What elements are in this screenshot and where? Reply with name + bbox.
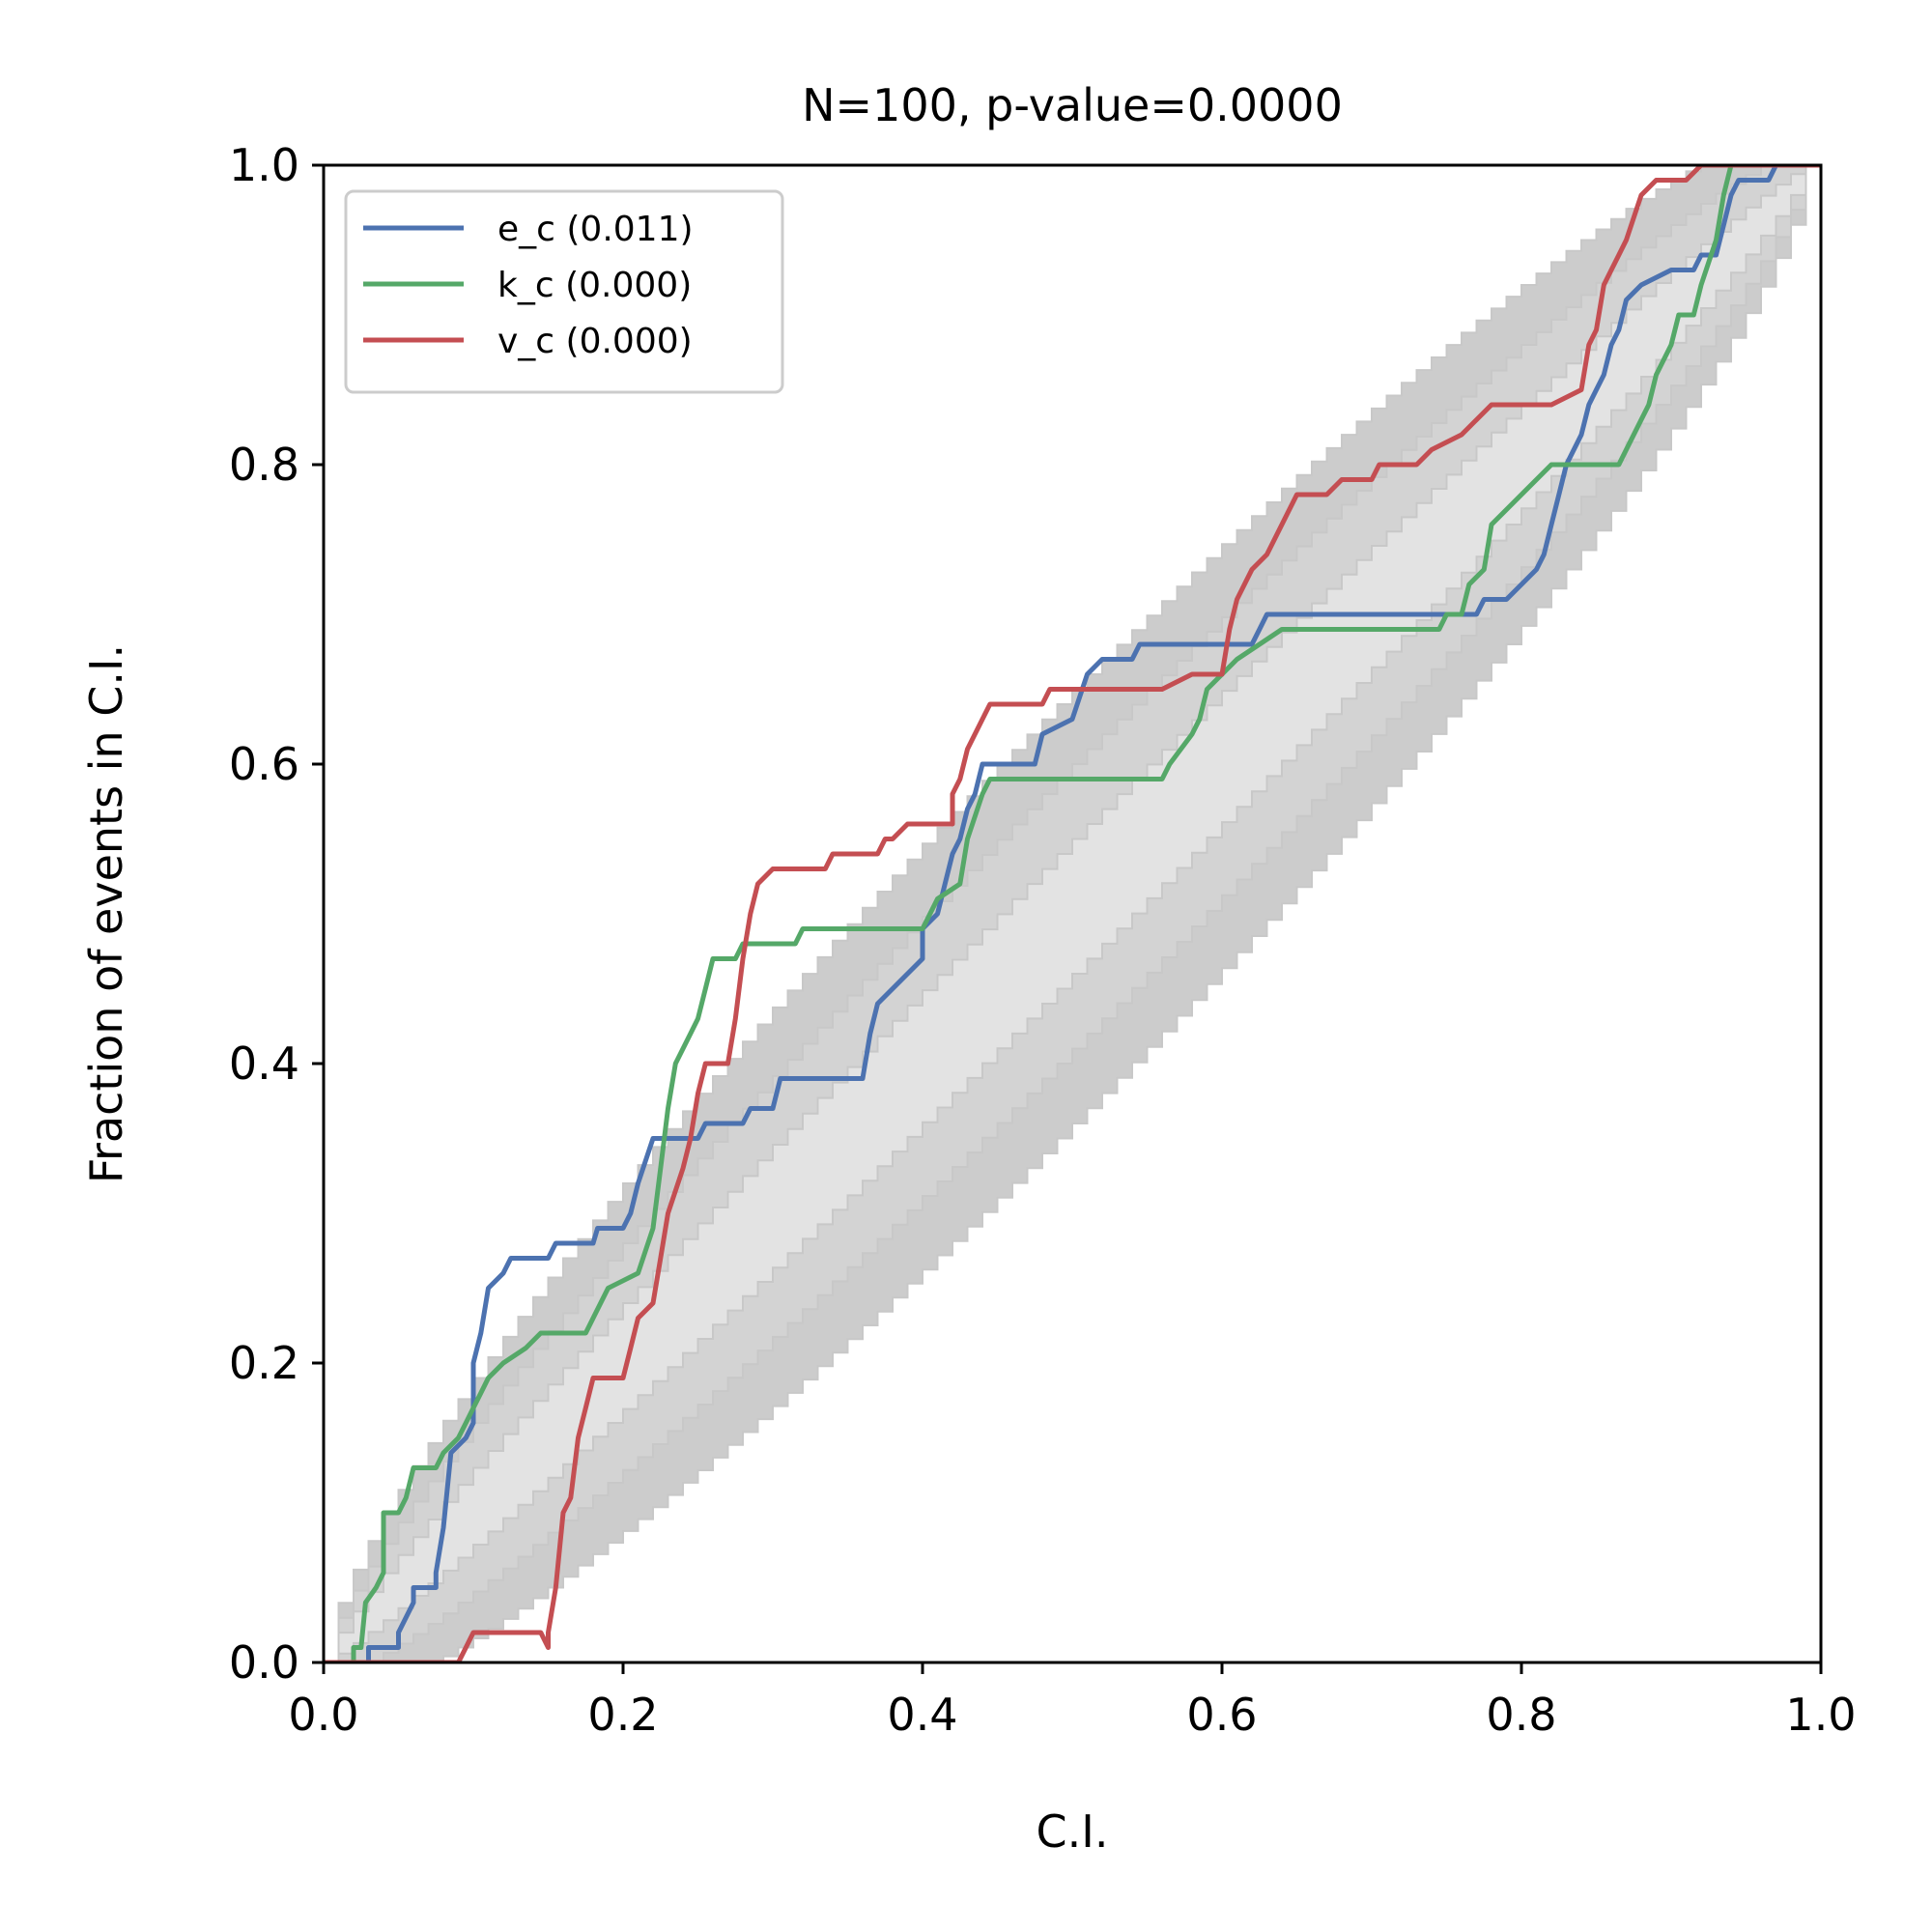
legend: e_c (0.011) k_c (0.000) v_c (0.000) [344,189,784,394]
series-line [324,165,1821,1662]
plot-frame [322,163,1823,1664]
x-tick-label: 0.2 [587,1689,658,1741]
series-line [324,165,1821,1662]
y-tick-label: 1.0 [229,139,299,191]
x-tick-label: 1.0 [1785,1689,1856,1741]
series-lines [324,165,1821,1662]
y-tick-label: 0.8 [229,439,299,491]
chart-title: N=100, p-value=0.0000 [802,79,1343,131]
series-line [324,165,1821,1662]
y-tick-label: 0.6 [229,738,299,790]
x-axis: 0.0 0.2 0.4 0.6 0.8 1.0 [288,1662,1857,1741]
legend-entry: v_c (0.000) [497,322,693,361]
x-tick-label: 0.8 [1486,1689,1556,1741]
y-tick-label: 0.0 [229,1636,299,1689]
confidence-bands [324,165,1821,1662]
confidence-band [324,165,1821,1662]
y-axis: 0.0 0.2 0.4 0.6 0.8 1.0 [229,139,324,1689]
x-tick-label: 0.4 [887,1689,957,1741]
y-tick-label: 0.4 [229,1037,299,1090]
x-tick-label: 0.0 [288,1689,358,1741]
legend-entry: k_c (0.000) [497,266,692,305]
y-axis-label: Fraction of events in C.I. [80,644,132,1183]
x-tick-label: 0.6 [1186,1689,1257,1741]
x-axis-label: C.I. [1037,1805,1109,1858]
y-tick-label: 0.2 [229,1337,299,1389]
legend-entry: e_c (0.011) [497,210,694,249]
